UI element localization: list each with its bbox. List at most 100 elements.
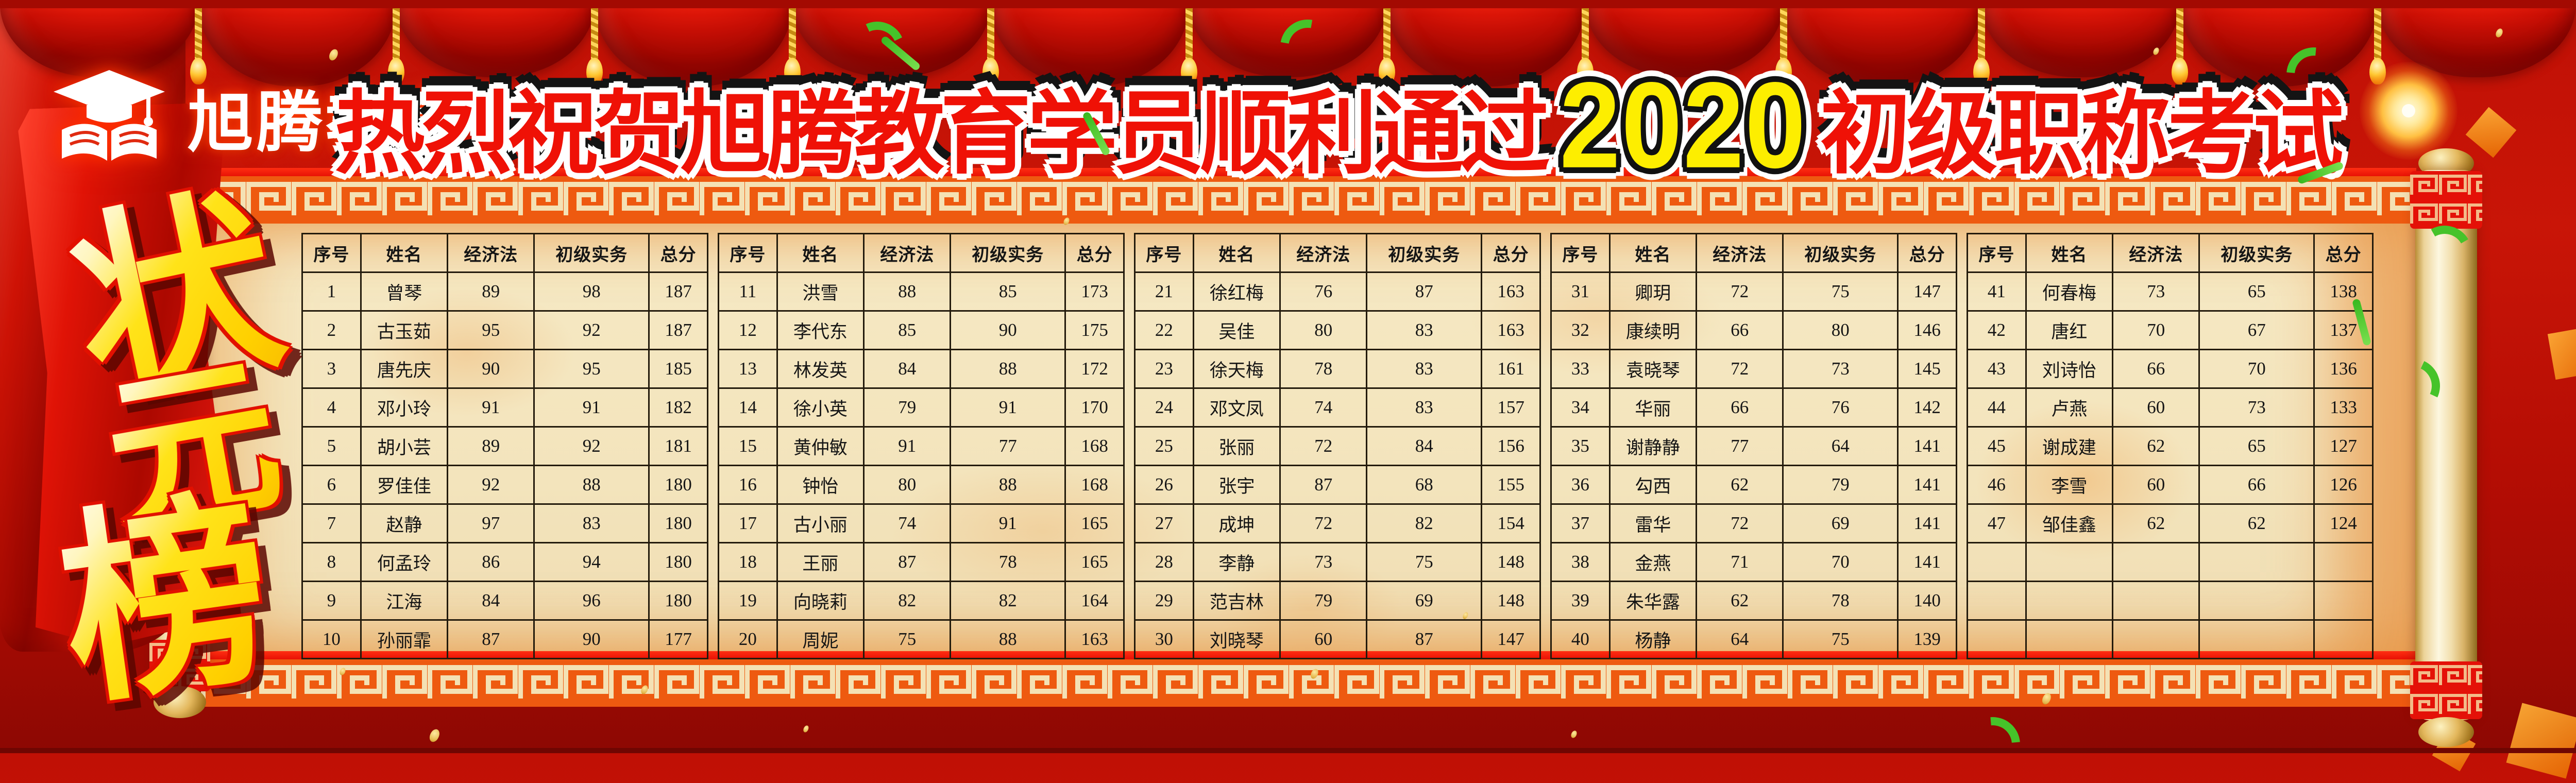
table-cell: 87 [1366, 271, 1483, 312]
table-cell [2198, 581, 2315, 621]
column-header: 姓名 [1608, 233, 1698, 273]
table-cell: 13 [718, 349, 778, 389]
table-cell: 72 [1279, 426, 1368, 466]
table-cell: 范吉林 [1192, 581, 1281, 621]
table-cell: 44 [1967, 387, 2027, 428]
table-row: 46 李雪 60 66 126 [1967, 465, 2374, 505]
table-cell: 9 [301, 581, 362, 621]
table-cell: 康续明 [1608, 310, 1698, 350]
table-cell: 95 [533, 349, 650, 389]
table-row: 4 邓小玲 91 91 182 [301, 387, 708, 428]
roller-cap [2410, 171, 2482, 229]
table-cell: 90 [950, 310, 1066, 350]
table-cell: 88 [950, 349, 1066, 389]
table-cell: 168 [1064, 426, 1125, 466]
column-header: 经济法 [447, 233, 535, 273]
table-cell: 65 [2198, 271, 2315, 312]
table-cell: 6 [301, 465, 362, 505]
table-cell: 175 [1064, 310, 1125, 350]
table-cell: 60 [1279, 619, 1368, 659]
table-cell: 李代东 [776, 310, 865, 350]
table-row: 9 江海 84 96 180 [301, 581, 708, 621]
table-cell: 张宇 [1192, 465, 1281, 505]
table-cell: 124 [2313, 503, 2374, 543]
table-cell: 2 [301, 310, 362, 350]
table-cell: 79 [863, 387, 952, 428]
table-cell: 4 [301, 387, 362, 428]
table-cell: 73 [1782, 349, 1899, 389]
table-cell: 60 [2112, 465, 2200, 505]
table-cell: 67 [2198, 310, 2315, 350]
score-table-5: 序号 姓名 经济法 初级实务 总分 41 何春梅 73 65 138 42 唐红 70 67 137 43 刘诗… [1967, 233, 2374, 659]
table-cell: 90 [447, 349, 535, 389]
table-row: 29 范吉林 79 69 148 [1134, 581, 1541, 621]
table-cell: 146 [1897, 310, 1957, 350]
table-cell: 18 [718, 542, 778, 582]
table-cell: 1 [301, 271, 362, 312]
greek-key-pattern-icon [201, 659, 2416, 707]
champion-char-3: 榜 [41, 421, 287, 745]
curtain-tassel-icon [1577, 0, 1594, 84]
table-cell: 165 [1064, 542, 1125, 582]
table-cell: 141 [1897, 465, 1957, 505]
table-row: 23 徐天梅 78 83 161 [1134, 349, 1541, 389]
table-cell: 70 [2198, 349, 2315, 389]
table-cell: 8 [301, 542, 362, 582]
table-cell: 85 [863, 310, 952, 350]
table-cell: 88 [863, 271, 952, 312]
table-row: 2 古玉茹 95 92 187 [301, 310, 708, 350]
table-cell: 12 [718, 310, 778, 350]
table-cell: 180 [648, 581, 708, 621]
table-cell: 19 [718, 581, 778, 621]
table-cell: 24 [1134, 387, 1194, 428]
table-cell: 182 [648, 387, 708, 428]
column-header: 姓名 [2025, 233, 2114, 273]
table-cell: 钟怡 [776, 465, 865, 505]
curtain-tassel-icon [1180, 0, 1197, 84]
table-row: 25 张丽 72 84 156 [1134, 426, 1541, 466]
column-header: 姓名 [360, 233, 449, 273]
table-row: 22 吴佳 80 83 163 [1134, 310, 1541, 350]
column-header: 初级实务 [950, 233, 1066, 273]
table-cell: 30 [1134, 619, 1194, 659]
table-cell: 142 [1897, 387, 1957, 428]
greek-key-pattern-icon [201, 176, 2416, 224]
table-cell: 84 [1366, 426, 1483, 466]
gold-speck-icon [1570, 729, 1578, 739]
table-cell: 88 [950, 619, 1066, 659]
table-row: 27 成坤 72 82 154 [1134, 503, 1541, 543]
table-row: 11 洪雪 88 85 173 [718, 271, 1125, 312]
table-cell: 168 [1064, 465, 1125, 505]
table-cell: 刘诗怡 [2025, 349, 2114, 389]
roller-knob [154, 686, 206, 718]
table-cell: 138 [2313, 271, 2374, 312]
column-header: 经济法 [1696, 233, 1784, 273]
table-cell: 35 [1550, 426, 1611, 466]
table-cell: 165 [1064, 503, 1125, 543]
tassel-drop-icon [1577, 58, 1594, 84]
table-cell: 22 [1134, 310, 1194, 350]
gold-speck-icon [802, 724, 810, 733]
table-cell: 96 [533, 581, 650, 621]
table-cell: 36 [1550, 465, 1611, 505]
table-row: 1 曾琴 89 98 187 [301, 271, 708, 312]
table-cell: 孙丽霏 [360, 619, 449, 659]
table-row: 20 周妮 75 88 163 [718, 619, 1125, 659]
table-cell: 164 [1064, 581, 1125, 621]
table-row: 34 华丽 66 76 142 [1550, 387, 1957, 428]
table-cell: 177 [648, 619, 708, 659]
table-cell: 75 [863, 619, 952, 659]
table-row: 19 向晓莉 82 82 164 [718, 581, 1125, 621]
table-cell: 成坤 [1192, 503, 1281, 543]
table-cell: 62 [1696, 581, 1784, 621]
table-cell: 88 [950, 465, 1066, 505]
table-row: 26 张宇 87 68 155 [1134, 465, 1541, 505]
table-cell: 92 [533, 310, 650, 350]
table-row [1967, 619, 2374, 659]
table-row: 18 王丽 87 78 165 [718, 542, 1125, 582]
table-cell: 75 [1782, 271, 1899, 312]
column-header: 初级实务 [533, 233, 650, 273]
table-cell: 41 [1967, 271, 2027, 312]
title-part1: 热烈祝贺旭腾教育学员顺利通过 [334, 83, 1550, 184]
table-cell: 140 [1897, 581, 1957, 621]
